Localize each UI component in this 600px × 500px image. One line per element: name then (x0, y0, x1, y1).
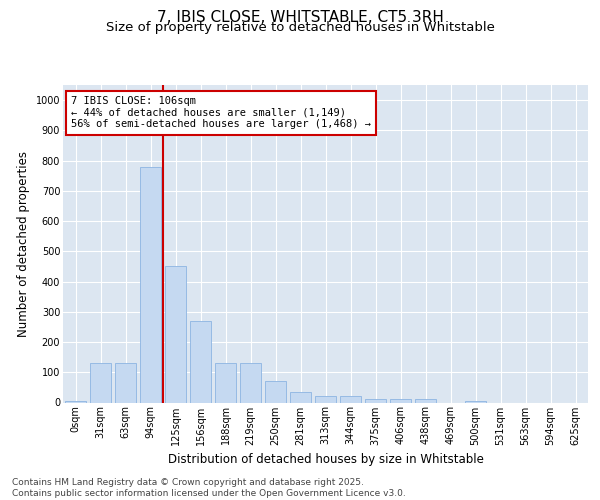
Bar (240, 363, 261, 403)
Bar (265, 382, 286, 402)
Bar (340, 396, 361, 402)
Bar (415, 400, 436, 402)
Bar (165, 266, 186, 402)
Bar (190, 321, 211, 402)
Bar (315, 396, 336, 402)
Bar (115, 363, 136, 403)
Y-axis label: Number of detached properties: Number of detached properties (17, 151, 30, 337)
Text: Contains HM Land Registry data © Crown copyright and database right 2025.
Contai: Contains HM Land Registry data © Crown c… (12, 478, 406, 498)
Bar (465, 401, 486, 402)
Text: Size of property relative to detached houses in Whitstable: Size of property relative to detached ho… (106, 21, 494, 34)
Bar (140, 166, 161, 402)
Bar (290, 392, 311, 402)
Bar (65, 401, 86, 402)
Bar (90, 363, 111, 403)
X-axis label: Distribution of detached houses by size in Whitstable: Distribution of detached houses by size … (167, 453, 484, 466)
Bar (215, 363, 236, 403)
Bar (390, 400, 411, 402)
Bar (365, 400, 386, 402)
Text: 7, IBIS CLOSE, WHITSTABLE, CT5 3RH: 7, IBIS CLOSE, WHITSTABLE, CT5 3RH (157, 10, 443, 25)
Text: 7 IBIS CLOSE: 106sqm
← 44% of detached houses are smaller (1,149)
56% of semi-de: 7 IBIS CLOSE: 106sqm ← 44% of detached h… (71, 96, 371, 130)
